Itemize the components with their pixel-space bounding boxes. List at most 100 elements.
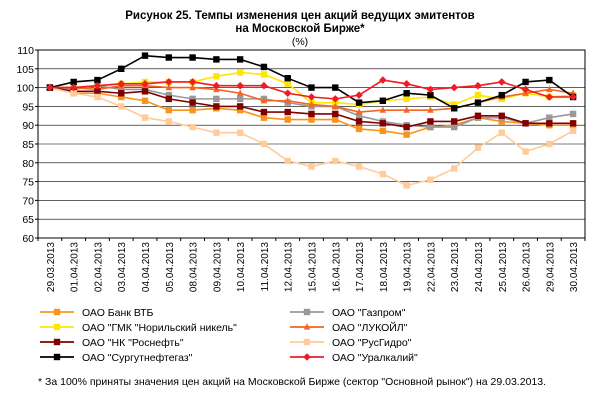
series-point [189, 99, 196, 106]
series-point [236, 89, 244, 96]
series-point [260, 140, 268, 148]
legend-label: ОАО "НК "Роснефть" [82, 337, 184, 349]
series-point [355, 108, 363, 115]
series-point [474, 91, 482, 99]
series-point [497, 78, 506, 86]
series-point [213, 103, 220, 110]
series-point [53, 323, 61, 331]
x-tick-label: 09.04.2013 [212, 242, 223, 292]
y-tick-label: 90 [22, 120, 34, 132]
series-point [379, 76, 387, 84]
series-point [545, 93, 554, 101]
legend-item: ОАО "Сургутнефтегаз" [40, 352, 193, 364]
series-point [117, 80, 126, 88]
series-point [213, 95, 220, 103]
series-point [53, 353, 61, 361]
x-tick-label: 15.04.2013 [308, 242, 319, 292]
legend-item: ОАО "РусГидро" [290, 337, 412, 349]
series-point [212, 81, 221, 90]
x-tick-label: 01.04.2013 [70, 242, 81, 292]
series-point [379, 170, 387, 178]
series-point [236, 106, 244, 114]
series-point [189, 83, 196, 91]
series-point [332, 116, 339, 123]
series-point [141, 114, 149, 121]
x-tick-label: 08.04.2013 [189, 242, 200, 292]
series-point [284, 75, 291, 82]
series-point [308, 116, 315, 123]
series-point [260, 63, 268, 71]
x-tick-label: 29.03.2013 [46, 242, 57, 292]
y-tick-label: 110 [17, 45, 34, 57]
series-point [521, 85, 530, 94]
series-point [355, 163, 363, 170]
series-point [189, 95, 196, 103]
series-point [165, 83, 173, 91]
x-tick-label: 17.04.2013 [355, 242, 366, 292]
series-point [284, 157, 291, 165]
series-point [70, 78, 77, 86]
series-point [569, 120, 577, 127]
series-point [236, 56, 244, 63]
legend-label: ОАО "Газпром" [332, 307, 406, 319]
series-point [303, 323, 311, 330]
series-point [308, 84, 315, 91]
series-point [498, 129, 505, 136]
series-point [284, 80, 291, 88]
legend: ОАО Банк ВТБ ОАО "Газпром" ОАО "ГМК "Норил… [40, 307, 418, 364]
series-point [450, 165, 458, 172]
legend-label: ОАО Банк ВТБ [82, 307, 154, 319]
series-point [284, 108, 291, 116]
series-point [332, 84, 339, 91]
series-point [546, 76, 553, 84]
x-tick-label: 12.04.2013 [284, 242, 295, 292]
series-point [236, 129, 244, 136]
series-point [522, 148, 529, 155]
series-point [70, 90, 77, 97]
series-point [94, 93, 101, 101]
series-point [403, 123, 410, 131]
y-tick-label: 95 [22, 101, 34, 113]
series-point [308, 100, 315, 108]
x-tick-label: 23.04.2013 [450, 242, 461, 292]
legend-item: ОАО "ГМК "Норильский никель" [40, 322, 237, 334]
series-point [546, 120, 553, 127]
series-point [308, 110, 315, 118]
y-tick-label: 105 [16, 64, 34, 76]
series-point [427, 106, 434, 113]
series-point [427, 123, 434, 131]
series-point [546, 85, 553, 93]
series-point [332, 157, 339, 165]
series-point [284, 96, 291, 104]
series-point [213, 56, 220, 63]
series-point [165, 118, 173, 125]
series-point [403, 95, 410, 103]
legend-label: ОАО "РусГидро" [332, 337, 412, 349]
series-point [118, 86, 125, 93]
y-tick-label: 100 [16, 83, 34, 95]
series-point [141, 97, 149, 104]
series-point [118, 103, 125, 110]
series-point [403, 90, 410, 97]
series-point [165, 95, 173, 103]
series-point [165, 106, 173, 114]
series-point [303, 308, 311, 316]
legend-label: ОАО "ЛУКОЙЛ" [332, 321, 408, 334]
series-point [213, 73, 220, 80]
x-tick-label: 18.04.2013 [379, 242, 390, 292]
series-point [546, 114, 553, 121]
series-point [303, 353, 311, 361]
series-point [236, 69, 244, 76]
series-point [474, 81, 482, 90]
series-point [332, 110, 339, 118]
series-point [331, 95, 340, 103]
y-tick-label: 80 [22, 158, 34, 170]
series-point [118, 65, 125, 72]
x-tick-label: 19.04.2013 [403, 242, 414, 292]
series-point [53, 308, 61, 316]
series-point [450, 105, 458, 112]
series-point [236, 81, 244, 90]
series-point [450, 123, 458, 131]
series-point [522, 120, 529, 127]
series-7 [46, 76, 577, 103]
